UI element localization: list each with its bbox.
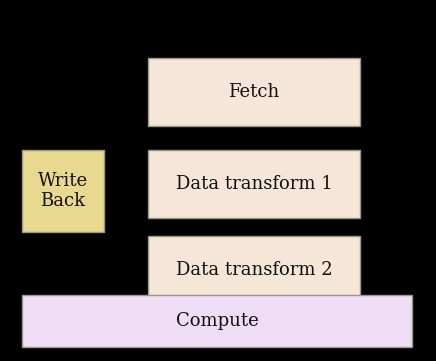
Text: Compute: Compute bbox=[176, 312, 259, 330]
Text: Fetch: Fetch bbox=[228, 83, 279, 101]
FancyBboxPatch shape bbox=[22, 295, 412, 347]
Text: Data transform 1: Data transform 1 bbox=[176, 175, 332, 193]
Text: Data transform 2: Data transform 2 bbox=[176, 261, 332, 279]
FancyBboxPatch shape bbox=[148, 236, 360, 304]
Text: Write
Back: Write Back bbox=[38, 171, 88, 210]
FancyBboxPatch shape bbox=[22, 150, 104, 232]
FancyBboxPatch shape bbox=[148, 58, 360, 126]
FancyBboxPatch shape bbox=[148, 150, 360, 218]
